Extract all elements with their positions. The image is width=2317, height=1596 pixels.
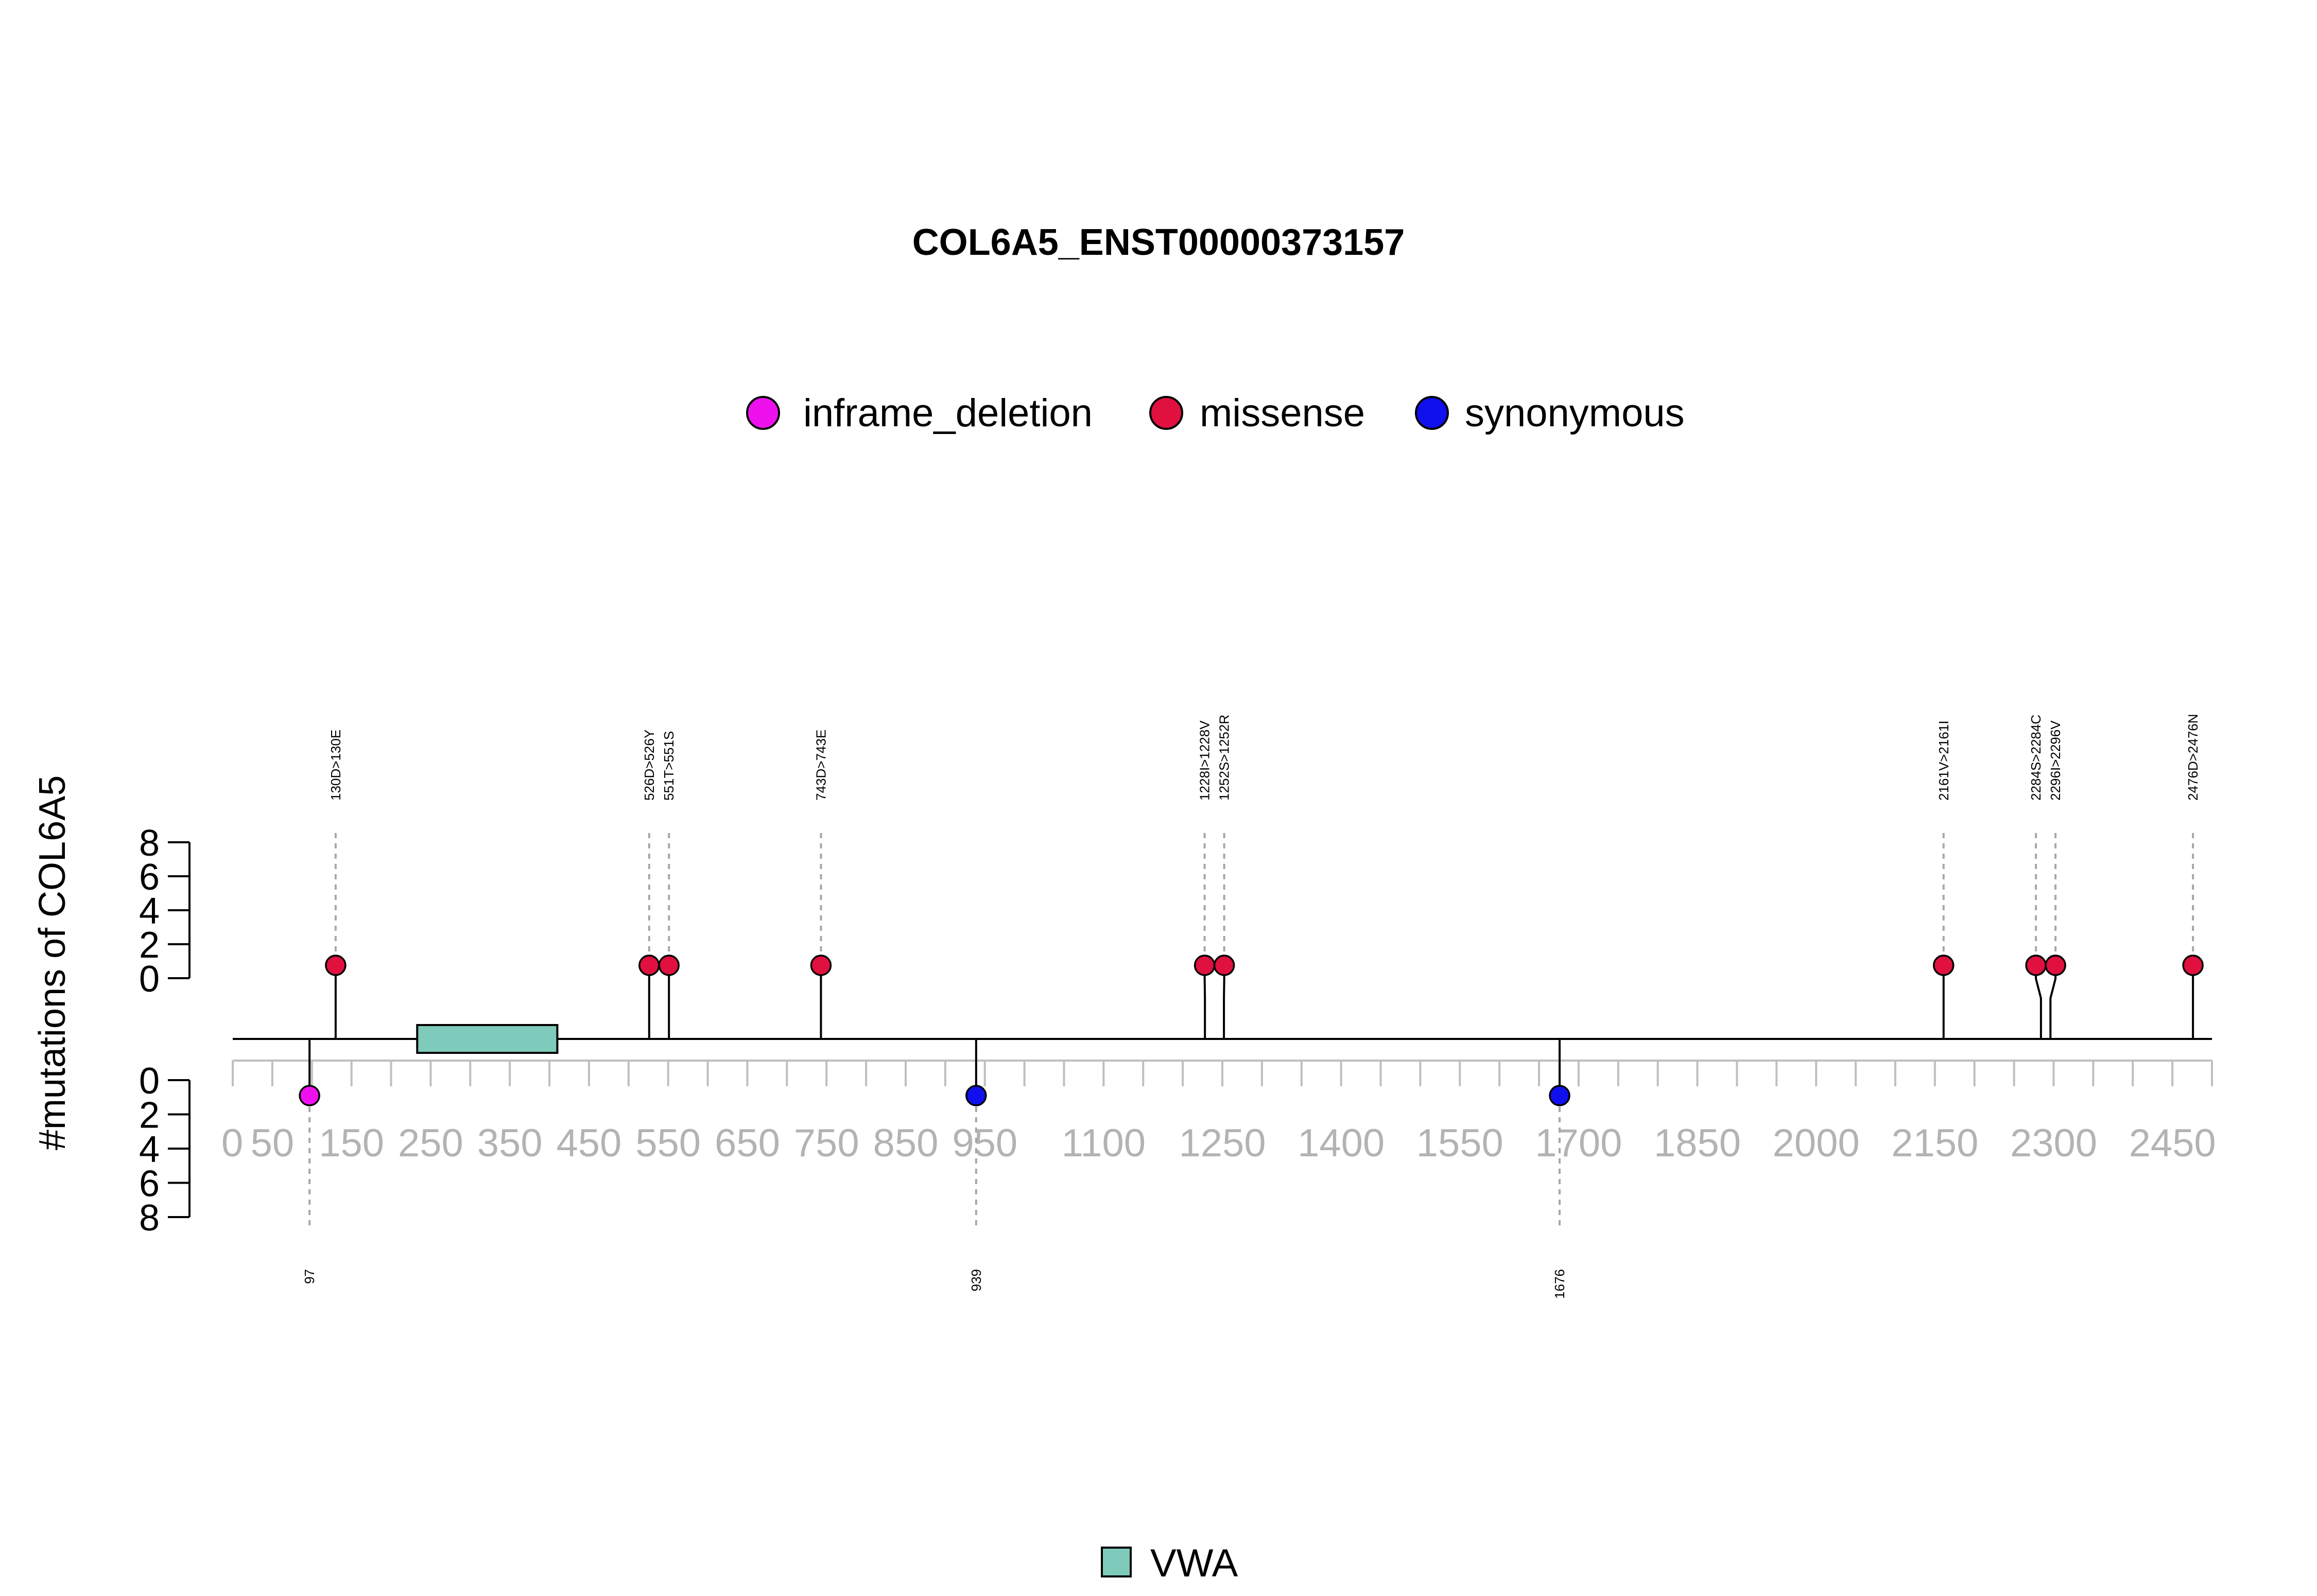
y-top-tick-label-6: 6 bbox=[139, 857, 160, 898]
mutation-head-top-2161 bbox=[1933, 955, 1955, 976]
x-tick-label-1700: 1700 bbox=[1535, 1121, 1622, 1165]
x-tick-label-1550: 1550 bbox=[1416, 1121, 1503, 1165]
mutation-label-top-2476: 2476D>2476N bbox=[2185, 714, 2201, 801]
x-tick-label-850: 850 bbox=[873, 1121, 939, 1165]
x-tick-label-2000: 2000 bbox=[1773, 1121, 1860, 1165]
mutation-head-top-2476 bbox=[2182, 955, 2204, 976]
mutation-label-top-130: 130D>130E bbox=[328, 730, 343, 801]
domain-legend-swatch-VWA bbox=[1101, 1547, 1132, 1577]
y-top-tick-label-2: 2 bbox=[139, 925, 160, 966]
mutation-head-bottom-939 bbox=[965, 1085, 987, 1106]
x-tick-label-0: 0 bbox=[221, 1121, 243, 1165]
mutation-stem-top-2296 bbox=[2049, 965, 2057, 1039]
x-tick-label-2300: 2300 bbox=[2010, 1121, 2097, 1165]
mutation-type-legend: inframe_deletion missense synonymous bbox=[746, 391, 1685, 435]
mutation-head-bottom-1676 bbox=[1549, 1085, 1570, 1106]
legend-label-inframe_deletion: inframe_deletion bbox=[803, 391, 1093, 435]
mutation-label-top-2284: 2284S>2284C bbox=[2028, 715, 2044, 801]
x-axis: 0 50 150 250 350 450 550 650 750 850 950 1100 1250 14… bbox=[221, 1060, 2216, 1165]
mutation-label-top-2161: 2161V>2161I bbox=[1936, 721, 1951, 801]
x-tick-label-150: 150 bbox=[319, 1121, 384, 1165]
domain-legend: VWA bbox=[1101, 1541, 1238, 1585]
legend-swatch-missense bbox=[1149, 396, 1183, 430]
mutation-label-top-1252: 1252S>1252R bbox=[1217, 715, 1232, 801]
chart-title: COL6A5_ENST00000373157 bbox=[912, 222, 1405, 263]
mutation-stem-top-2284 bbox=[2035, 965, 2042, 1039]
mutation-label-top-743: 743D>743E bbox=[813, 730, 828, 801]
mutation-label-top-551: 551T>551S bbox=[661, 731, 677, 801]
x-tick-label-50: 50 bbox=[251, 1121, 295, 1165]
x-tick-label-1400: 1400 bbox=[1298, 1121, 1385, 1165]
mutation-head-top-526 bbox=[638, 955, 660, 976]
mutation-label-bottom-97: 97 bbox=[302, 1269, 317, 1284]
x-tick-label-1250: 1250 bbox=[1179, 1121, 1266, 1165]
y-bottom-tick-label-6: 6 bbox=[139, 1164, 160, 1205]
y-top-tick-label-0: 0 bbox=[139, 959, 160, 1000]
x-tick-label-550: 550 bbox=[635, 1121, 701, 1165]
x-tick-label-350: 350 bbox=[477, 1121, 543, 1165]
mutation-head-top-1228 bbox=[1194, 955, 1216, 976]
domain-box-VWA bbox=[416, 1024, 559, 1054]
x-tick-label-450: 450 bbox=[557, 1121, 622, 1165]
mutation-head-top-2284 bbox=[2025, 955, 2047, 976]
domain-boxes bbox=[416, 1024, 559, 1054]
x-tick-label-650: 650 bbox=[715, 1121, 780, 1165]
y-axis-label: #mutations of COL6A5 bbox=[32, 775, 73, 1150]
y-top-tick-label-8: 8 bbox=[139, 823, 160, 864]
mutation-head-top-1252 bbox=[1213, 955, 1235, 976]
y-bottom-tick-label-4: 4 bbox=[139, 1129, 160, 1170]
y-bottom-tick-label-0: 0 bbox=[139, 1061, 160, 1102]
legend-swatch-inframe_deletion bbox=[746, 396, 780, 430]
x-tick-label-750: 750 bbox=[794, 1121, 859, 1165]
x-tick-label-2150: 2150 bbox=[1891, 1121, 1978, 1165]
legend-label-synonymous: synonymous bbox=[1465, 391, 1685, 435]
mutation-lollipops: 130D>130E 526D>526Y 551T>551S 743D>743E 1228… bbox=[299, 714, 2204, 1299]
mutation-label-top-526: 526D>526Y bbox=[642, 730, 657, 801]
y-top-tick-label-4: 4 bbox=[139, 891, 160, 932]
mutation-head-top-743 bbox=[810, 955, 832, 976]
mutation-head-top-2296 bbox=[2045, 955, 2066, 976]
mutation-label-bottom-1676: 1676 bbox=[1552, 1269, 1567, 1299]
y-bottom-tick-label-8: 8 bbox=[139, 1198, 160, 1239]
y-bottom-tick-label-2: 2 bbox=[139, 1095, 160, 1136]
mutation-label-top-2296: 2296I>2296V bbox=[2048, 720, 2063, 801]
x-tick-label-250: 250 bbox=[398, 1121, 463, 1165]
x-tick-label-1850: 1850 bbox=[1654, 1121, 1741, 1165]
mutation-head-top-130 bbox=[325, 955, 347, 976]
legend-swatch-synonymous bbox=[1415, 396, 1449, 430]
x-tick-label-950: 950 bbox=[952, 1121, 1017, 1165]
domain-legend-label-VWA: VWA bbox=[1150, 1541, 1238, 1585]
x-tick-label-2450: 2450 bbox=[2129, 1121, 2216, 1165]
legend-label-missense: missense bbox=[1200, 391, 1365, 435]
mutation-head-bottom-97 bbox=[299, 1085, 320, 1106]
x-tick-label-1100: 1100 bbox=[1062, 1121, 1146, 1165]
mutation-head-top-551 bbox=[658, 955, 680, 976]
mutation-label-bottom-939: 939 bbox=[969, 1269, 984, 1291]
mutation-label-top-1228: 1228I>1228V bbox=[1197, 720, 1213, 801]
